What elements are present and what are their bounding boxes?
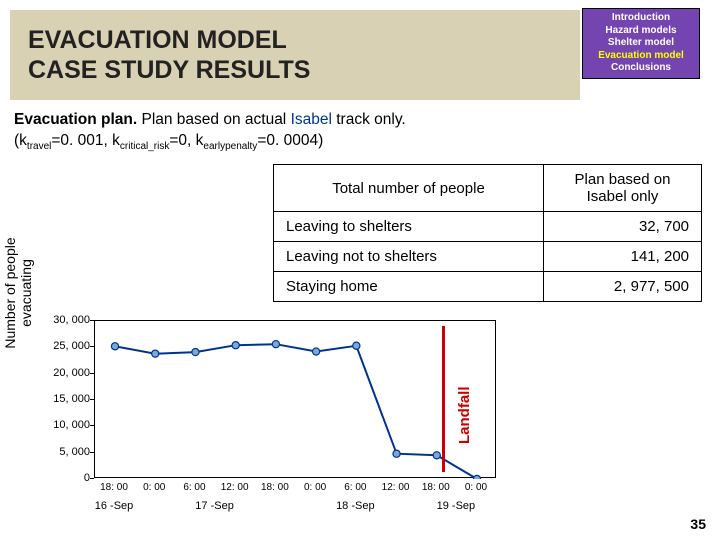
subtitle-isabel: Isabel [291,111,332,128]
nav-item: Shelter model [585,37,697,50]
x-tick-label: 18: 00 [261,482,289,493]
nav-item: Conclusions [585,62,697,75]
param-sub3: earlypenalty [203,141,257,152]
y-tick-mark [90,478,94,479]
x-tick-label: 0: 00 [465,482,487,493]
page-title: EVACUATION MODEL CASE STUDY RESULTS [28,25,310,85]
y-axis-label: Number of people evacuating [2,218,34,368]
x-tick-label: 0: 00 [304,482,326,493]
chart-svg [95,321,497,479]
y-tick-label: 0 [42,472,90,484]
nav-item: Evacuation model [585,50,697,63]
y-tick-label: 25, 000 [42,340,90,352]
y-tick-mark [90,320,94,321]
table-row: Staying home2, 977, 500 [274,272,702,302]
landfall-line [442,326,445,472]
series-marker [232,342,239,349]
x-tick-label: 18: 00 [422,482,450,493]
series-marker [393,450,400,457]
page-number: 35 [690,516,706,532]
title-line-1: EVACUATION MODEL [28,26,287,54]
table-row: Leaving to shelters32, 700 [274,212,702,242]
header-strip: EVACUATION MODEL CASE STUDY RESULTS [10,10,580,100]
table-head-total: Total number of people [274,165,544,212]
table-row: Leaving not to shelters141, 200 [274,242,702,272]
x-day-label: 17 -Sep [195,500,234,512]
x-day-label: 16 -Sep [95,500,134,512]
series-line [115,344,477,479]
table-cell-label: Leaving not to shelters [274,242,544,272]
subtitle-rest-a: Plan based on actual [137,111,290,128]
param-v3: =0. 0004) [257,132,323,149]
subtitle: Evacuation plan. Plan based on actual Is… [14,110,706,154]
y-tick-mark [90,425,94,426]
series-marker [192,348,199,355]
x-day-label: 18 -Sep [336,500,375,512]
series-marker [433,452,440,459]
y-tick-label: 15, 000 [42,393,90,405]
results-table: Total number of people Plan based on Isa… [273,164,702,302]
table-cell-value: 32, 700 [544,212,702,242]
param-open: (k [14,132,27,149]
series-marker [313,348,320,355]
landfall-label: Landfall [456,386,473,444]
y-tick-label: 10, 000 [42,419,90,431]
table-cell-label: Leaving to shelters [274,212,544,242]
series-marker [353,342,360,349]
subtitle-rest-b: track only. [332,111,406,128]
series-marker [152,350,159,357]
nav-item: Introduction [585,12,697,25]
y-tick-label: 5, 000 [42,446,90,458]
table-cell-label: Staying home [274,272,544,302]
plot-area [94,320,496,478]
x-tick-label: 6: 00 [344,482,366,493]
subtitle-lead: Evacuation plan. [14,111,137,128]
x-tick-label: 0: 00 [143,482,165,493]
y-tick-mark [90,373,94,374]
y-tick-mark [90,452,94,453]
x-day-label: 19 -Sep [437,500,476,512]
series-marker [272,341,279,348]
y-tick-mark [90,399,94,400]
table-cell-value: 141, 200 [544,242,702,272]
param-v1: =0. 001, k [51,132,120,149]
param-sub1: travel [27,141,51,152]
nav-box: IntroductionHazard modelsShelter modelEv… [582,8,700,79]
table-head-plan: Plan based on Isabel only [544,165,702,212]
y-tick-label: 20, 000 [42,367,90,379]
x-tick-label: 18: 00 [100,482,128,493]
y-tick-mark [90,346,94,347]
series-marker [473,475,480,479]
nav-item: Hazard models [585,25,697,38]
chart: Number of people evacuating 05, 00010, 0… [6,320,526,530]
series-marker [111,343,118,350]
x-tick-label: 12: 00 [221,482,249,493]
title-line-2: CASE STUDY RESULTS [28,56,310,84]
param-v2: =0, k [169,132,203,149]
y-tick-label: 30, 000 [42,314,90,326]
param-sub2: critical_risk [120,141,169,152]
table-cell-value: 2, 977, 500 [544,272,702,302]
x-tick-label: 12: 00 [382,482,410,493]
x-tick-label: 6: 00 [183,482,205,493]
